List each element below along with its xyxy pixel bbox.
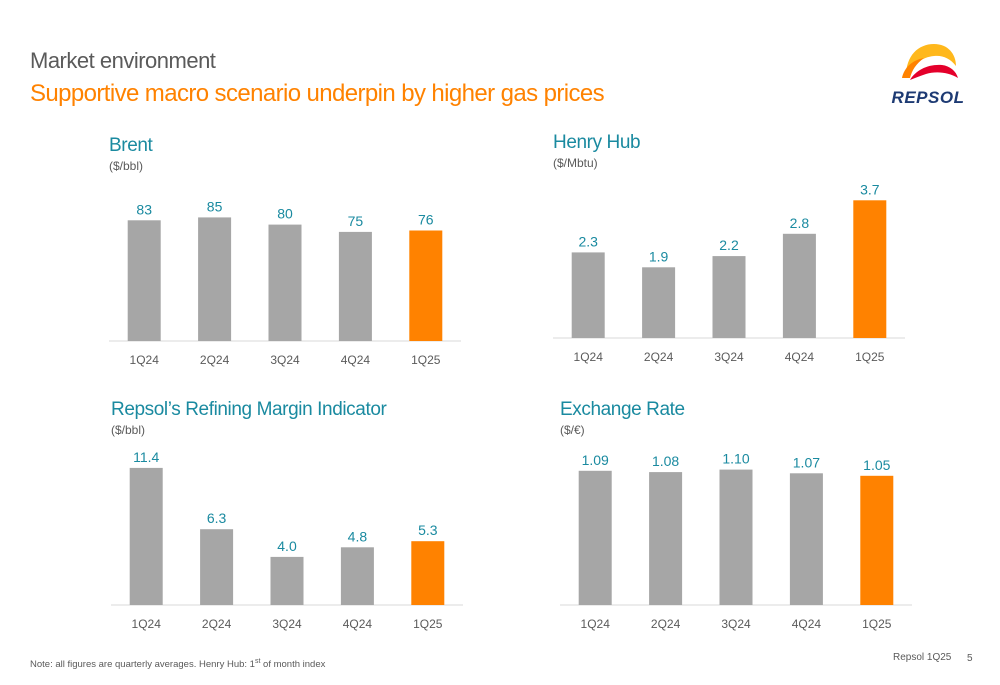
- henry-hub-chart: Henry Hub ($/Mbtu) 2.3 1Q24 1.9 2Q24 2.2 3Q24…: [553, 132, 953, 382]
- x-tick-label: 1Q25: [411, 353, 441, 367]
- page-headline: Supportive macro scenario underpin by hi…: [30, 80, 605, 107]
- repsol-wordmark: REPSOL: [891, 88, 965, 107]
- exchange-rate-chart: Exchange Rate ($/€) 1.09 1Q24 1.08 2Q24 1.10…: [560, 399, 960, 649]
- bar-2q24: [642, 267, 676, 338]
- x-tick-label: 1Q25: [413, 617, 443, 631]
- henry-hub-title: Henry Hub: [553, 132, 641, 153]
- exchange-rate-plot: 1.09 1Q24 1.08 2Q24 1.10 3Q24 1.07 4Q24 1.05 1Q25: [560, 451, 912, 631]
- value-label: 6.3: [207, 510, 227, 526]
- bar-1q24: [571, 252, 605, 338]
- x-tick-label: 2Q24: [202, 617, 232, 631]
- x-tick-label: 3Q24: [270, 353, 300, 367]
- value-label: 80: [277, 206, 293, 222]
- bar-1q24: [127, 220, 161, 341]
- footnote-text: Note: all figures are quarterly averages…: [30, 659, 255, 671]
- refining-margin-chart: Repsol’s Refining Margin Indicator ($/bb…: [111, 399, 511, 649]
- page-number: 5: [967, 653, 973, 664]
- x-tick-label: 4Q24: [792, 617, 822, 631]
- value-label: 1.05: [863, 457, 890, 473]
- bar-2q24: [649, 472, 683, 605]
- page-kicker: Market environment: [30, 48, 216, 73]
- value-label: 83: [136, 201, 152, 217]
- value-label: 4.0: [277, 538, 297, 554]
- value-label: 2.8: [790, 215, 810, 231]
- x-tick-label: 3Q24: [272, 617, 302, 631]
- exchange-rate-title: Exchange Rate: [560, 399, 685, 420]
- x-tick-label: 3Q24: [714, 350, 744, 364]
- refining-margin-title: Repsol’s Refining Margin Indicator: [111, 399, 387, 420]
- refining-margin-unit: ($/bbl): [111, 423, 146, 437]
- x-tick-label: 4Q24: [343, 617, 373, 631]
- value-label: 2.3: [578, 233, 598, 249]
- bar-1q25: [409, 230, 443, 341]
- bar-3q24: [712, 256, 746, 338]
- value-label: 1.9: [649, 248, 669, 264]
- footnote-tail: of month index: [260, 659, 326, 671]
- henry-hub-unit: ($/Mbtu): [553, 156, 598, 170]
- x-tick-label: 2Q24: [644, 350, 674, 364]
- x-tick-label: 1Q24: [574, 350, 604, 364]
- exchange-rate-unit: ($/€): [560, 423, 585, 437]
- x-tick-label: 2Q24: [200, 353, 230, 367]
- bar-3q24: [719, 469, 753, 605]
- henry-hub-plot: 2.3 1Q24 1.9 2Q24 2.2 3Q24 2.8 4Q24 3.7 1Q25: [553, 181, 905, 364]
- value-label: 11.4: [133, 449, 159, 465]
- value-label: 1.07: [793, 454, 820, 470]
- bar-1q25: [860, 475, 894, 605]
- bar-3q24: [270, 556, 304, 605]
- repsol-flame-icon: [902, 44, 958, 80]
- bar-1q25: [411, 541, 445, 605]
- footnote: Note: all figures are quarterly averages…: [30, 658, 325, 670]
- value-label: 1.08: [652, 453, 679, 469]
- value-label: 4.8: [348, 528, 368, 544]
- repsol-logo: REPSOL: [888, 38, 968, 110]
- refining-margin-plot: 11.4 1Q24 6.3 2Q24 4.0 3Q24 4.8 4Q24 5.3 1Q25: [111, 449, 463, 631]
- value-label: 85: [207, 198, 223, 214]
- bar-4q24: [338, 231, 372, 341]
- bar-1q24: [578, 470, 612, 605]
- bar-4q24: [789, 473, 823, 605]
- value-label: 1.09: [582, 452, 609, 468]
- brent-chart: Brent ($/bbl) 83 1Q24 85 2Q24 80 3Q24 75 4Q24 76…: [109, 135, 509, 385]
- x-tick-label: 4Q24: [785, 350, 815, 364]
- brent-plot: 83 1Q24 85 2Q24 80 3Q24 75 4Q24 76 1Q25: [109, 198, 461, 367]
- bar-2q24: [200, 529, 234, 605]
- value-label: 75: [348, 213, 364, 229]
- bar-3q24: [268, 224, 302, 341]
- value-label: 76: [418, 212, 434, 228]
- x-tick-label: 2Q24: [651, 617, 681, 631]
- x-tick-label: 4Q24: [341, 353, 371, 367]
- bar-1q24: [129, 467, 163, 605]
- bar-4q24: [782, 233, 816, 338]
- footnote-superscript: st: [254, 658, 261, 665]
- brent-title: Brent: [109, 135, 153, 156]
- value-label: 3.7: [860, 181, 880, 197]
- x-tick-label: 1Q24: [132, 617, 162, 631]
- value-label: 5.3: [418, 522, 438, 538]
- x-tick-label: 3Q24: [721, 617, 751, 631]
- brent-unit: ($/bbl): [109, 159, 144, 173]
- bar-2q24: [198, 217, 232, 341]
- bar-1q25: [853, 200, 887, 338]
- x-tick-label: 1Q25: [855, 350, 885, 364]
- x-tick-label: 1Q24: [581, 617, 611, 631]
- document-label: Repsol 1Q25: [893, 652, 952, 663]
- bar-4q24: [340, 547, 374, 605]
- value-label: 1.10: [722, 451, 749, 467]
- value-label: 2.2: [719, 237, 739, 253]
- x-tick-label: 1Q25: [862, 617, 892, 631]
- x-tick-label: 1Q24: [130, 353, 160, 367]
